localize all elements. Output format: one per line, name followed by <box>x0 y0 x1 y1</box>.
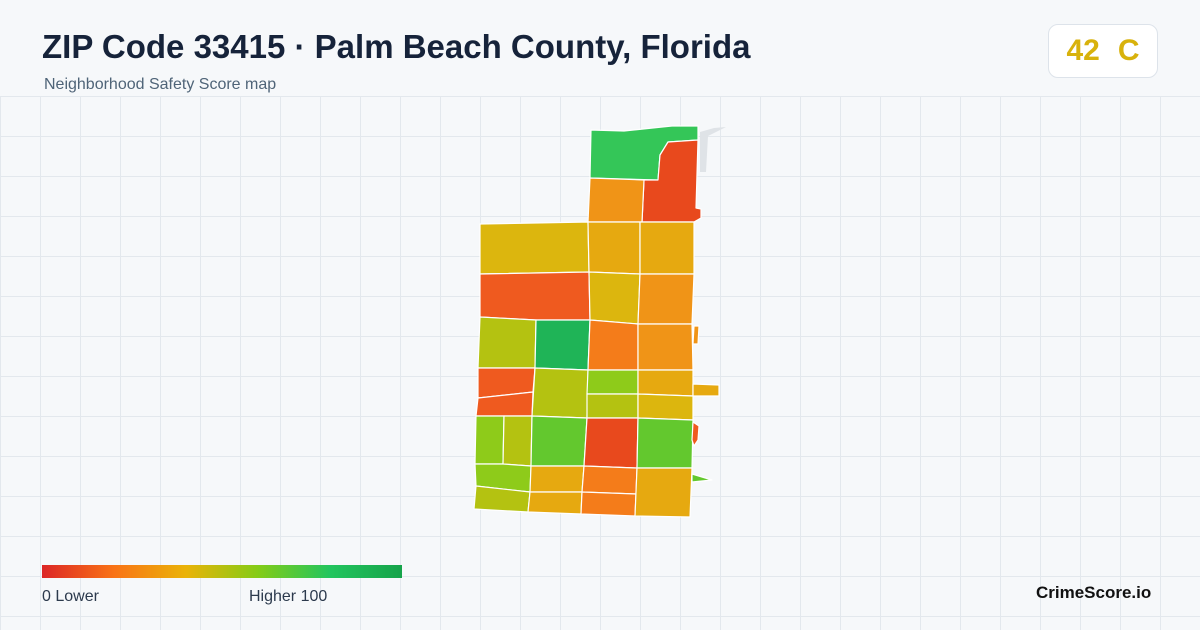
map-tract[interactable] <box>691 473 713 483</box>
map-tract[interactable] <box>527 491 583 515</box>
map-tract[interactable] <box>637 393 694 421</box>
map-tract[interactable] <box>588 271 641 325</box>
map-tract[interactable] <box>691 421 700 447</box>
map-tract[interactable] <box>583 417 639 469</box>
map-tract[interactable] <box>477 316 537 369</box>
page-title: ZIP Code 33415 · Palm Beach County, Flor… <box>42 28 751 65</box>
map-tract[interactable] <box>502 415 533 467</box>
map-tract[interactable] <box>530 415 588 467</box>
map-tract[interactable] <box>581 465 638 495</box>
map-tract[interactable] <box>586 393 639 419</box>
brand-logo-text: CrimeScore.io <box>1036 583 1152 602</box>
map-tract[interactable] <box>531 367 589 419</box>
safety-score-badge: 42 C <box>1048 24 1158 78</box>
safety-grade: C <box>1117 34 1140 67</box>
map-tract[interactable] <box>587 221 641 275</box>
map-tract[interactable] <box>479 271 591 321</box>
map-tract[interactable] <box>580 491 637 517</box>
map-tract[interactable] <box>637 369 694 397</box>
page-subtitle: Neighborhood Safety Score map <box>44 76 277 93</box>
map-tract[interactable] <box>692 325 700 345</box>
map-tract[interactable] <box>636 417 694 469</box>
map-tract[interactable] <box>692 383 720 397</box>
map-tract[interactable] <box>634 467 693 518</box>
map-tract[interactable] <box>529 465 585 493</box>
legend-max-label: Higher 100 <box>249 588 328 605</box>
map-tract[interactable] <box>479 221 590 275</box>
safety-score-value: 42 <box>1066 34 1100 67</box>
map-tract[interactable] <box>534 319 591 371</box>
map-tract[interactable] <box>637 273 695 325</box>
map-tract[interactable] <box>639 221 695 275</box>
neighbor-land <box>700 127 726 172</box>
legend-color-scale <box>42 565 402 578</box>
map-tract[interactable] <box>587 177 645 223</box>
map-tract[interactable] <box>587 319 639 371</box>
legend-min-label: 0 Lower <box>42 588 99 605</box>
map-tract[interactable] <box>637 323 694 371</box>
map-tract[interactable] <box>586 369 639 395</box>
map-tract[interactable] <box>474 415 505 465</box>
